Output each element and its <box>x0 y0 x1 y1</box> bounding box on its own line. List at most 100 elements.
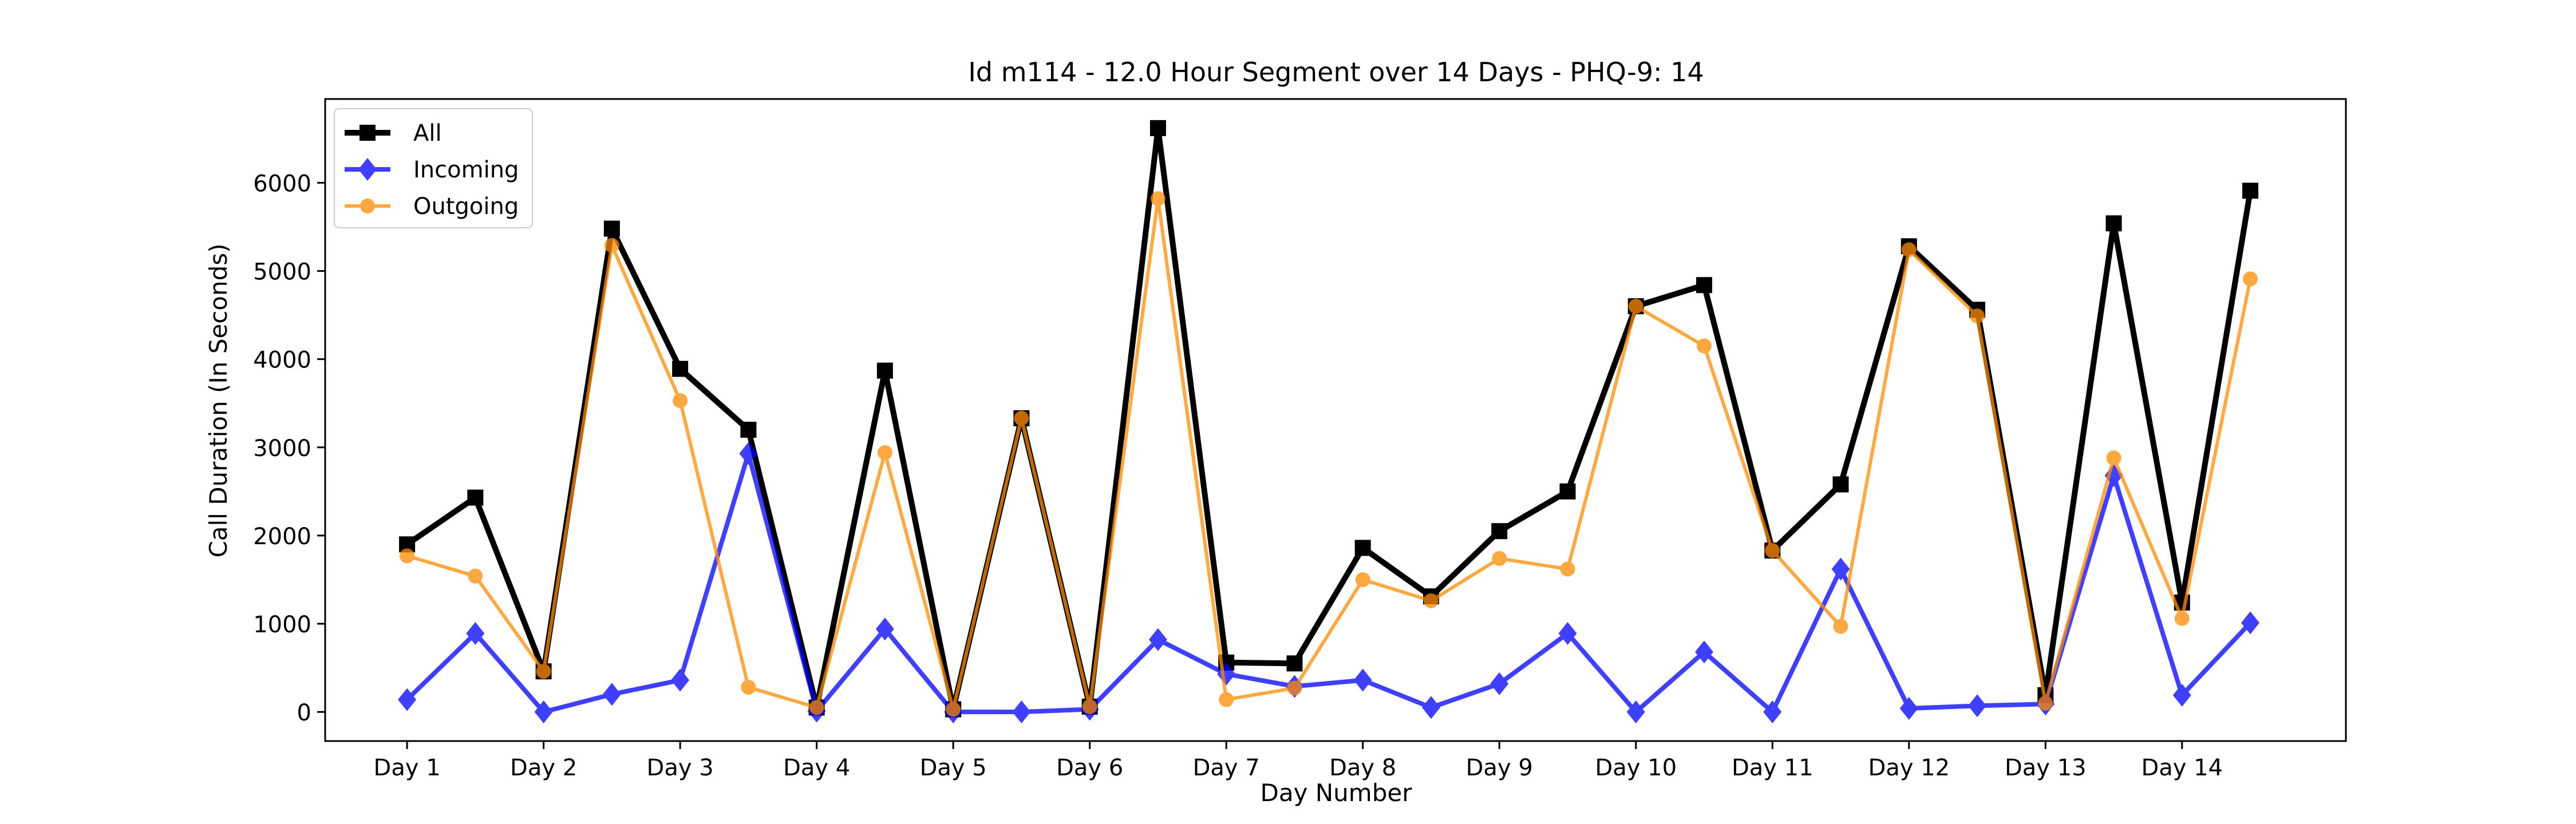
data-point-all <box>1696 277 1712 294</box>
data-point-incoming <box>1012 700 1031 724</box>
series-line-incoming <box>405 451 2252 715</box>
y-tick-label: 6000 <box>253 171 311 197</box>
data-point-outgoing <box>2174 611 2190 626</box>
legend-marker <box>360 199 375 213</box>
legend-item <box>345 199 390 213</box>
data-point-incoming <box>1490 672 1509 695</box>
legend-item <box>345 158 390 181</box>
legend-marker <box>358 158 377 181</box>
data-point-incoming <box>671 668 690 692</box>
data-point-outgoing <box>1219 692 1234 707</box>
series-outgoing <box>400 191 2258 717</box>
series-all <box>399 120 2259 718</box>
data-point-incoming <box>534 700 553 724</box>
data-point-incoming <box>1831 557 1850 581</box>
data-point-all <box>876 362 893 379</box>
y-tick-label: 3000 <box>253 435 311 462</box>
data-point-outgoing <box>400 548 415 564</box>
data-point-outgoing <box>1287 680 1302 696</box>
series-line-all <box>405 125 2253 712</box>
legend-label: All <box>413 120 442 146</box>
x-tick-label: Day 1 <box>374 755 441 781</box>
x-tick-label: Day 2 <box>510 755 577 781</box>
x-tick-label: Day 13 <box>2005 755 2087 781</box>
legend-label: Outgoing <box>413 193 519 220</box>
data-point-incoming <box>1694 640 1713 664</box>
y-tick-label: 1000 <box>253 612 311 638</box>
data-point-outgoing <box>2243 271 2258 287</box>
data-point-all <box>1832 476 1849 493</box>
data-point-outgoing <box>1150 191 1165 207</box>
data-point-outgoing <box>1423 593 1439 608</box>
data-point-all <box>1491 523 1508 540</box>
data-point-outgoing <box>1901 242 1917 258</box>
x-tick-label: Day 6 <box>1056 755 1123 781</box>
chart-title: Id m114 - 12.0 Hour Segment over 14 Days… <box>968 57 1704 88</box>
data-point-all <box>603 220 620 237</box>
data-point-outgoing <box>1970 308 1985 324</box>
y-tick-label: 0 <box>297 700 311 726</box>
legend-label: Incoming <box>413 157 519 183</box>
x-tick-label: Day 14 <box>2141 755 2223 781</box>
x-tick-label: Day 5 <box>920 755 987 781</box>
x-tick-label: Day 10 <box>1595 755 1677 781</box>
data-point-outgoing <box>1014 410 1029 426</box>
data-point-outgoing <box>2038 695 2053 711</box>
y-axis-label: Call Duration (In Seconds) <box>204 243 232 557</box>
data-point-outgoing <box>1560 561 1575 577</box>
legend: All Incoming Outgoing <box>334 108 533 228</box>
data-point-all <box>2105 215 2122 232</box>
data-point-incoming <box>1899 696 1918 720</box>
y-tick-label: 5000 <box>253 259 311 286</box>
data-point-outgoing <box>1696 338 1712 354</box>
series-incoming <box>398 442 2260 724</box>
data-point-outgoing <box>1628 299 1643 314</box>
plot-frame <box>324 98 2347 742</box>
data-point-outgoing <box>1355 572 1370 587</box>
data-point-incoming <box>466 621 485 645</box>
data-point-outgoing <box>1082 699 1097 714</box>
x-tick-label: Day 3 <box>647 755 714 781</box>
data-point-outgoing <box>1492 550 1507 566</box>
data-point-incoming <box>2241 611 2260 635</box>
data-point-incoming <box>1558 621 1577 645</box>
data-point-incoming <box>875 617 894 641</box>
y-tick-label: 4000 <box>253 347 311 374</box>
data-point-all <box>1149 120 1166 136</box>
data-point-outgoing <box>877 445 892 461</box>
data-point-outgoing <box>673 393 688 409</box>
x-tick-label: Day 12 <box>1868 755 1950 781</box>
data-point-incoming <box>602 683 621 706</box>
data-point-all <box>672 360 689 377</box>
data-point-all <box>467 489 484 506</box>
series-layer <box>398 120 2260 724</box>
data-point-incoming <box>1968 694 1987 718</box>
data-point-incoming <box>2172 683 2191 707</box>
x-tick-label: Day 7 <box>1193 755 1260 781</box>
y-tick-label: 2000 <box>253 524 311 550</box>
data-point-outgoing <box>604 237 619 253</box>
series-line-outgoing <box>406 197 2252 711</box>
x-tick-label: Day 9 <box>1466 755 1533 781</box>
data-point-incoming <box>1763 700 1782 724</box>
data-point-incoming <box>739 442 758 465</box>
data-point-all <box>740 421 757 438</box>
data-point-outgoing <box>1765 543 1780 558</box>
legend-marker <box>359 125 376 141</box>
data-point-outgoing <box>741 679 756 695</box>
data-point-incoming <box>398 688 417 711</box>
data-point-outgoing <box>2106 450 2121 466</box>
data-point-all <box>1286 655 1303 672</box>
data-point-incoming <box>1148 628 1167 651</box>
data-point-all <box>1559 483 1576 500</box>
data-point-all <box>1354 540 1371 556</box>
data-point-incoming <box>1353 668 1372 692</box>
data-point-outgoing <box>536 664 551 679</box>
data-point-all <box>2242 183 2259 199</box>
axis-ticks: 0 1000 2000 3000 4000 5000 6000 Day 1 Day 2 Day 3… <box>253 171 2223 781</box>
x-axis-label: Day Number <box>1260 779 1412 807</box>
legend-item <box>345 125 390 141</box>
data-point-outgoing <box>946 702 961 717</box>
x-tick-label: Day 11 <box>1732 755 1814 781</box>
